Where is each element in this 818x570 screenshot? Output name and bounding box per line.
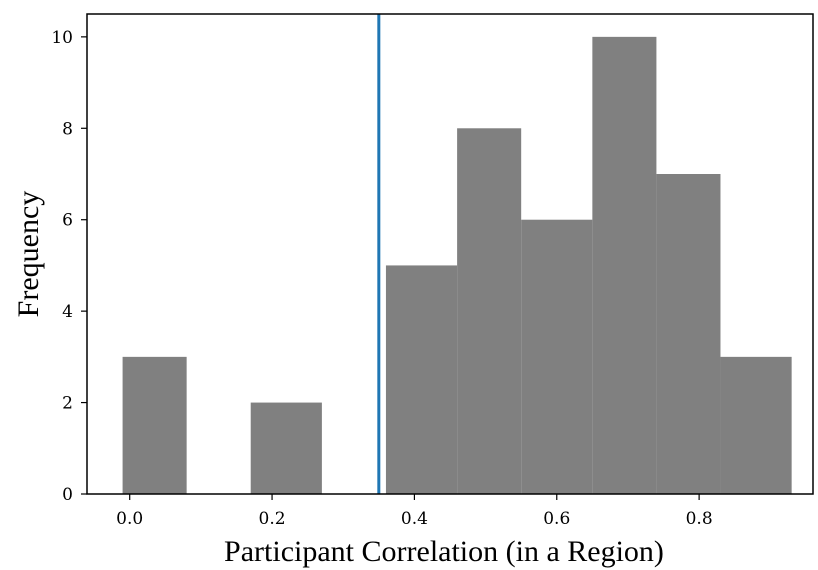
y-tick-label: 4 [62,302,73,322]
histogram-bar-8 [656,174,721,494]
y-tick-label: 6 [62,211,73,231]
y-axis-label: Frequency [12,191,45,318]
histogram-bar-0 [122,356,187,494]
x-tick-label: 0.8 [686,509,713,529]
x-tick-label: 0.6 [543,509,570,529]
x-tick-label: 0.2 [259,509,286,529]
y-tick-label: 2 [62,394,73,414]
labels-layer: 0.0 0.2 0.4 0.6 0.8 0 2 4 6 8 10 Participant Correl… [12,28,713,568]
y-tick-label: 0 [62,485,73,505]
histogram-bar-6 [521,219,593,494]
x-axis-label: Participant Correlation (in a Region) [224,535,664,568]
x-tick-label: 0.0 [116,509,143,529]
histogram-bar-5 [457,128,522,495]
x-tick-label: 0.4 [401,509,428,529]
histogram-bar-2 [250,402,322,494]
plot-frame [86,13,814,495]
histogram-bar-4 [385,265,458,494]
histogram-bar-7 [592,36,657,494]
y-tick-label: 10 [51,28,73,48]
histogram-bar-9 [720,356,792,494]
y-tick-label: 8 [62,119,73,139]
bars-layer [122,36,792,495]
axes-layer [81,13,814,500]
